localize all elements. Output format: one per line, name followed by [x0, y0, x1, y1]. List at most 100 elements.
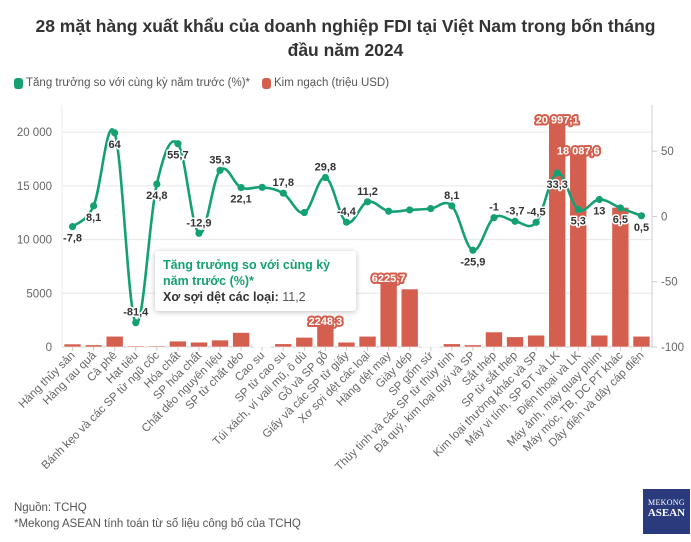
- growth-point: [300, 208, 308, 217]
- growth-data-label: 11,2: [357, 186, 378, 198]
- bar: [105, 335, 124, 348]
- growth-point: [132, 319, 140, 327]
- growth-point: [90, 202, 98, 210]
- growth-data-label: 35,3: [209, 154, 230, 166]
- bar: [421, 346, 440, 348]
- growth-point: [448, 202, 456, 210]
- bar: [611, 207, 630, 348]
- logo-line-2: ASEAN: [647, 507, 686, 519]
- tooltip-key: Xơ sợi dệt các loại:: [163, 290, 279, 304]
- chart-area: 0 5000 10 000 15 000 20 000 -100 -50 0 50 2248,3…: [17, 105, 684, 473]
- growth-point: [553, 169, 561, 177]
- legend-swatch-growth: [14, 77, 23, 89]
- growth-data-label: 22,1: [230, 194, 251, 206]
- growth-data-label: -4,5: [527, 206, 546, 218]
- y-left-tick-label: 15 000: [17, 181, 52, 193]
- growth-data-label: -1: [489, 202, 499, 214]
- legend-item-growth[interactable]: Tăng trưởng so với cùng kỳ năm trước (%)…: [14, 77, 250, 89]
- bar-data-label: 6225,7: [372, 273, 406, 285]
- bar: [506, 336, 524, 348]
- growth-point: [321, 173, 329, 182]
- growth-data-label: 55,7: [167, 150, 188, 162]
- growth-point: [237, 183, 245, 192]
- bar: [400, 288, 419, 348]
- bar: [169, 340, 187, 348]
- tooltip-title: Tăng trưởng so với cùng kỳ năm trước (%)…: [163, 258, 331, 288]
- bar: [295, 337, 314, 348]
- bar: [148, 345, 166, 348]
- growth-point: [195, 229, 203, 237]
- growth-data-label: -3,7: [506, 205, 525, 217]
- growth-point: [490, 214, 498, 222]
- growth-data-label: 64: [109, 139, 122, 151]
- growth-point: [511, 217, 519, 225]
- growth-point: [469, 246, 477, 254]
- growth-data-label: 8,1: [444, 190, 459, 202]
- title-line-1: 28 mặt hàng xuất khẩu của doanh nghiệp F…: [35, 16, 656, 36]
- growth-point: [258, 183, 266, 191]
- growth-data-label: -25,9: [460, 256, 485, 268]
- growth-point: [279, 189, 287, 197]
- growth-point: [574, 205, 582, 214]
- growth-data-label: -12,9: [186, 217, 211, 229]
- y-left-tick-label: 20 000: [17, 127, 52, 139]
- growth-point: [616, 204, 624, 212]
- bar: [232, 332, 250, 348]
- tooltip-value: 11,2: [282, 290, 306, 304]
- growth-point: [342, 218, 351, 226]
- source-note: Nguồn: TCHQ: [14, 502, 87, 514]
- bar: [527, 334, 545, 348]
- bar: [126, 345, 145, 348]
- growth-point: [532, 218, 540, 226]
- growth-data-label: 8,1: [86, 212, 101, 224]
- growth-point: [216, 166, 224, 174]
- growth-point: [174, 140, 182, 148]
- bar-data-label: 18 087,6: [557, 146, 600, 158]
- growth-point: [111, 129, 119, 137]
- bar: [443, 343, 461, 348]
- growth-data-label: -4,4: [337, 206, 357, 218]
- growth-point: [68, 223, 77, 231]
- growth-line: [71, 128, 642, 325]
- bar: [337, 341, 356, 348]
- growth-point: [385, 207, 393, 215]
- growth-point: [637, 212, 646, 220]
- bar: [274, 343, 293, 348]
- growth-data-label: -7,8: [63, 233, 82, 245]
- legend-swatch-value: [262, 77, 272, 89]
- bar: [84, 344, 103, 348]
- bar: [211, 339, 229, 348]
- legend-item-value[interactable]: Kim ngạch (triệu USD): [262, 77, 389, 89]
- mekong-asean-logo: MEKONG ASEAN: [643, 489, 690, 534]
- growth-data-label: 29,8: [315, 162, 336, 174]
- bar: [569, 152, 588, 348]
- growth-point: [595, 195, 603, 204]
- bar-data-label: 2248,3: [309, 316, 343, 328]
- growth-data-label: 33,3: [546, 179, 567, 191]
- logo-line-1: MEKONG: [648, 498, 685, 507]
- growth-data-label: 13: [593, 205, 605, 217]
- calculation-note: *Mekong ASEAN tính toán từ số liệu công …: [14, 518, 301, 530]
- y-right-tick-label: 0: [661, 211, 667, 223]
- growth-data-label: 6,5: [613, 214, 628, 226]
- growth-point: [427, 205, 435, 213]
- bar: [632, 335, 651, 348]
- tooltip: Tăng trưởng so với cùng kỳ năm trước (%)…: [155, 251, 356, 311]
- growth-data-label: 0,5: [634, 222, 649, 234]
- growth-point: [406, 206, 414, 214]
- growth-data-label: 17,8: [273, 177, 294, 189]
- growth-data-label: 24,8: [146, 190, 167, 202]
- bar: [190, 341, 208, 348]
- y-left-tick-label: 10 000: [17, 235, 52, 247]
- bar: [464, 344, 482, 348]
- growth-data-label: -81,4: [123, 307, 149, 319]
- growth-data-label: 5,3: [571, 216, 586, 228]
- title-line-2: đầu năm 2024: [287, 40, 404, 60]
- y-right-tick-label: -100: [661, 342, 684, 354]
- legend: Tăng trưởng so với cùng kỳ năm trước (%)…: [14, 77, 395, 89]
- y-right-tick-label: 50: [661, 146, 674, 158]
- bar: [590, 334, 609, 348]
- y-right-tick-label: -50: [661, 277, 678, 289]
- bar: [63, 343, 82, 348]
- bar: [358, 335, 377, 348]
